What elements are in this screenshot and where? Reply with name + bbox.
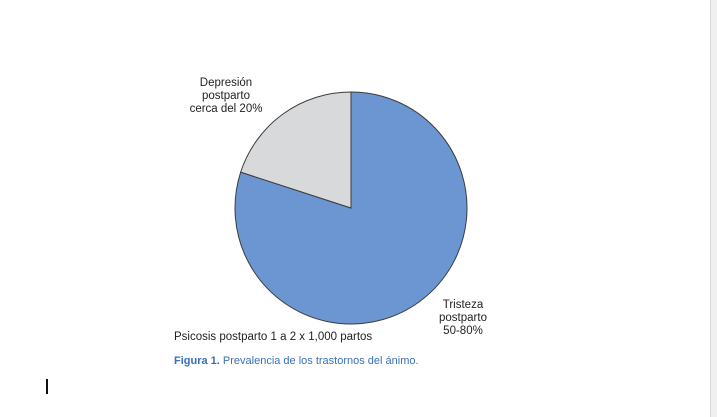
label-depresion-line-1: Depresión [199, 77, 253, 89]
label-psicosis: Psicosis postparto 1 a 2 x 1,000 partos [174, 331, 373, 343]
label-tristeza-line-3: 50-80% [443, 325, 483, 337]
figure-caption: Figura 1. Prevalencia de los trastornos … [174, 355, 419, 367]
label-depresion-line-3: cerca del 20% [189, 103, 263, 115]
label-tristeza: Tristeza postparto 50-80% [428, 299, 498, 338]
caption-number: Figura 1. [174, 355, 220, 367]
label-tristeza-line-1: Tristeza [442, 299, 484, 311]
label-depresion-line-2: postparto [202, 90, 250, 102]
label-tristeza-line-2: postparto [439, 312, 487, 324]
label-depresion: Depresión postparto cerca del 20% [176, 77, 276, 116]
pie-slice-1 [240, 91, 352, 209]
pie-slice-0 [234, 91, 468, 325]
text-cursor [46, 379, 48, 394]
window-edge [710, 0, 717, 417]
caption-text: Prevalencia de los trastornos del ánimo. [219, 355, 419, 367]
